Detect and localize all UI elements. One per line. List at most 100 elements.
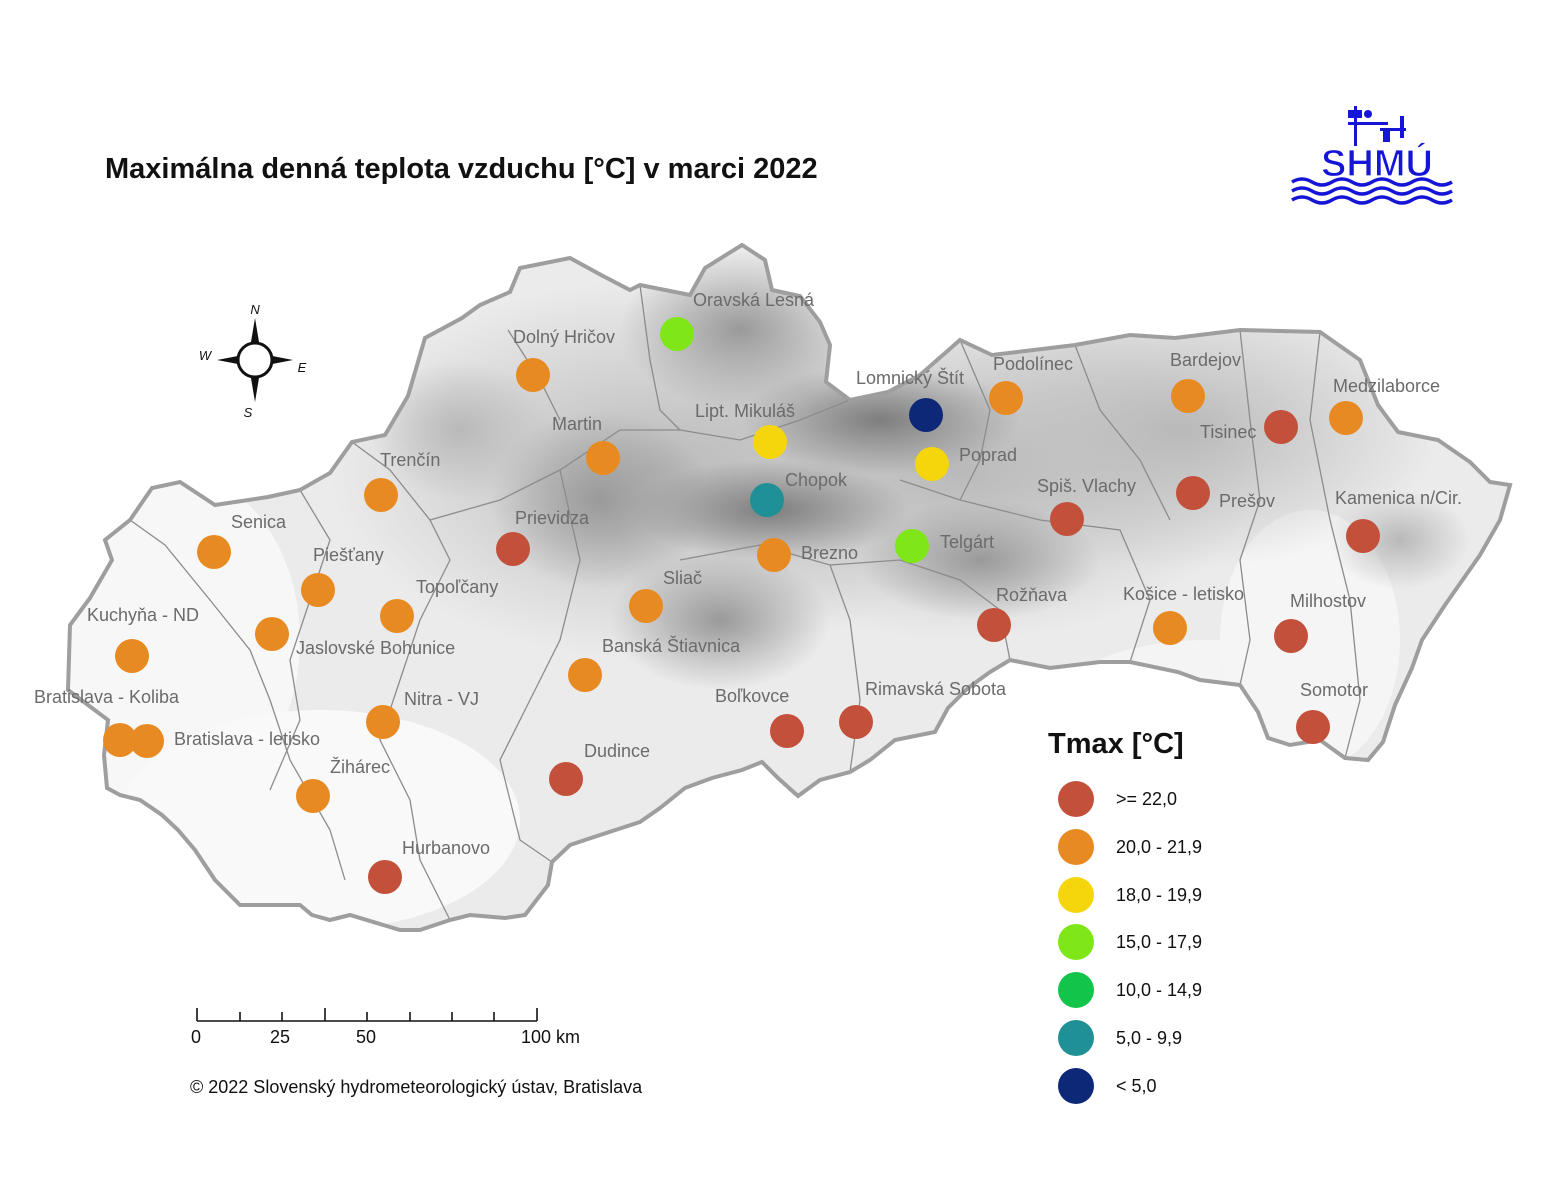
legend-swatch xyxy=(1058,1068,1094,1104)
station-marker xyxy=(977,608,1011,642)
station-label: Piešťany xyxy=(313,545,384,565)
scale-label-100km: 100 km xyxy=(521,1027,581,1047)
legend-item: 10,0 - 14,9 xyxy=(1058,970,1202,1010)
station-marker xyxy=(753,425,787,459)
legend-label: 15,0 - 17,9 xyxy=(1116,931,1203,952)
station-label: Milhostov xyxy=(1290,591,1366,611)
station-marker xyxy=(909,398,943,432)
station-marker xyxy=(1329,401,1363,435)
legend-item: 5,0 - 9,9 xyxy=(1058,1018,1182,1058)
station-marker xyxy=(839,705,873,739)
station-marker xyxy=(1296,710,1330,744)
station-label: Prievidza xyxy=(515,508,590,528)
legend-swatch xyxy=(1058,829,1094,865)
map-title: Maximálna denná teplota vzduchu [°C] v m… xyxy=(105,153,818,185)
station-marker xyxy=(1171,379,1205,413)
station-marker xyxy=(629,589,663,623)
station-label: Senica xyxy=(231,512,287,532)
station-label: Prešov xyxy=(1219,491,1275,511)
legend-label: 18,0 - 19,9 xyxy=(1116,884,1203,905)
station-label: Brezno xyxy=(801,543,858,563)
station-marker xyxy=(1264,410,1298,444)
station-marker xyxy=(516,358,550,392)
station-label: Tisinec xyxy=(1200,422,1256,442)
station-label: Trenčín xyxy=(380,450,440,470)
legend-swatch xyxy=(1058,924,1094,960)
station-marker xyxy=(895,529,929,563)
scale-label-50: 50 xyxy=(356,1027,377,1047)
station-marker xyxy=(1274,619,1308,653)
station-marker xyxy=(368,860,402,894)
station-label: Rožňava xyxy=(996,585,1068,605)
station-label: Poprad xyxy=(959,445,1017,465)
station-label: Rimavská Sobota xyxy=(865,679,1007,699)
legend-title: Tmax [°C] xyxy=(1048,728,1184,760)
legend-item: 18,0 - 19,9 xyxy=(1058,875,1202,915)
station-label: Bratislava - letisko xyxy=(174,729,320,749)
station-marker xyxy=(366,705,400,739)
station-label: Chopok xyxy=(785,470,848,490)
station-marker xyxy=(364,478,398,512)
station-label: Bratislava - Koliba xyxy=(34,687,180,707)
station-label: Oravská Lesná xyxy=(693,290,815,310)
station-label: Lipt. Mikuláš xyxy=(695,401,795,421)
station-label: Somotor xyxy=(1300,680,1368,700)
legend-item: >= 22,0 xyxy=(1058,779,1177,819)
station-label: Žihárec xyxy=(330,757,390,777)
station-marker xyxy=(197,535,231,569)
station-label: Košice - letisko xyxy=(1123,584,1244,604)
station-marker xyxy=(586,441,620,475)
station-marker xyxy=(549,762,583,796)
scale-label-25: 25 xyxy=(270,1027,291,1047)
copyright-notice: © 2022 Slovenský hydrometeorologický úst… xyxy=(190,1077,643,1097)
compass-e-label: E xyxy=(298,360,307,375)
station-label: Topoľčany xyxy=(416,577,498,597)
legend-label: 10,0 - 14,9 xyxy=(1116,979,1203,1000)
legend-swatch xyxy=(1058,1020,1094,1056)
station-marker xyxy=(1050,502,1084,536)
station-marker xyxy=(380,599,414,633)
station-marker xyxy=(757,538,791,572)
legend-swatch xyxy=(1058,877,1094,913)
station-label: Martin xyxy=(552,414,602,434)
station-marker xyxy=(255,617,289,651)
legend-swatch xyxy=(1058,972,1094,1008)
legend-item: 20,0 - 21,9 xyxy=(1058,827,1202,867)
station-marker xyxy=(301,573,335,607)
station-marker xyxy=(989,381,1023,415)
legend-label: 20,0 - 21,9 xyxy=(1116,836,1203,857)
legend-swatch xyxy=(1058,781,1094,817)
station-label: Dudince xyxy=(584,741,650,761)
station-label: Medzilaborce xyxy=(1333,376,1440,396)
compass-n-label: N xyxy=(250,302,260,317)
station-marker xyxy=(115,639,149,673)
legend-label: < 5,0 xyxy=(1116,1075,1157,1096)
station-label: Kamenica n/Cir. xyxy=(1335,488,1462,508)
station-marker xyxy=(1153,611,1187,645)
compass-s-label: S xyxy=(244,405,253,420)
scale-label-0: 0 xyxy=(191,1027,202,1047)
legend-label: 5,0 - 9,9 xyxy=(1116,1027,1183,1048)
station-label: Hurbanovo xyxy=(402,838,490,858)
station-label: Nitra - VJ xyxy=(404,689,479,709)
station-marker xyxy=(496,532,530,566)
legend-item: < 5,0 xyxy=(1058,1066,1157,1106)
stations-layer: Oravská Lesná Dolný Hričov Martin Lipt. Mik… xyxy=(34,290,1462,894)
station-label: Telgárt xyxy=(940,532,994,552)
station-label: Bardejov xyxy=(1170,350,1241,370)
compass-w-label: W xyxy=(199,348,213,363)
station-marker xyxy=(915,447,949,481)
scale-bar xyxy=(196,1008,538,1022)
station-label: Spiš. Vlachy xyxy=(1037,476,1136,496)
station-label: Sliač xyxy=(663,568,702,588)
station-label: Dolný Hričov xyxy=(513,327,615,347)
station-marker xyxy=(770,714,804,748)
station-label: Banská Štiavnica xyxy=(602,635,741,656)
shmu-logo: SHMÚ xyxy=(1290,100,1465,210)
station-marker xyxy=(1346,519,1380,553)
station-label: Lomnický Štít xyxy=(856,367,964,388)
station-marker xyxy=(296,779,330,813)
station-marker xyxy=(130,724,164,758)
station-marker xyxy=(660,317,694,351)
